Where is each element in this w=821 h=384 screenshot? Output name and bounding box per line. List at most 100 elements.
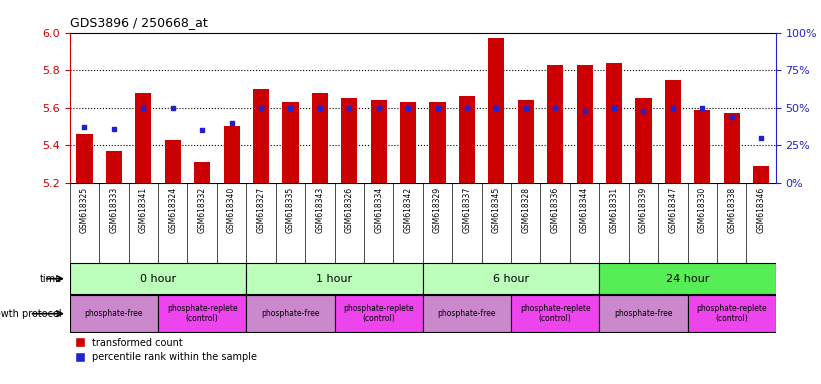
Bar: [370, 100, 387, 183]
Point: [314, 104, 327, 111]
Text: GSM618328: GSM618328: [521, 187, 530, 233]
Text: phosphate-free: phosphate-free: [438, 309, 496, 318]
FancyBboxPatch shape: [158, 295, 246, 332]
Text: phosphate-free: phosphate-free: [614, 309, 672, 318]
Text: GSM618325: GSM618325: [80, 187, 89, 233]
Point: [667, 104, 680, 111]
FancyBboxPatch shape: [688, 295, 776, 332]
Point: [695, 104, 709, 111]
FancyBboxPatch shape: [70, 263, 246, 294]
Text: phosphate-replete
(control): phosphate-replete (control): [343, 304, 414, 323]
Bar: [723, 113, 740, 183]
Text: GSM618332: GSM618332: [198, 187, 207, 233]
FancyBboxPatch shape: [599, 263, 776, 294]
Bar: [312, 93, 328, 183]
Text: GSM618336: GSM618336: [551, 187, 560, 233]
Legend: transformed count, percentile rank within the sample: transformed count, percentile rank withi…: [75, 338, 257, 362]
Point: [342, 104, 355, 111]
Bar: [429, 102, 446, 183]
FancyBboxPatch shape: [246, 295, 335, 332]
Text: GSM618331: GSM618331: [609, 187, 618, 233]
Point: [548, 104, 562, 111]
Point: [225, 119, 238, 126]
Point: [195, 127, 209, 133]
Bar: [342, 98, 357, 183]
FancyBboxPatch shape: [423, 263, 599, 294]
Text: phosphate-free: phosphate-free: [85, 309, 143, 318]
Text: time: time: [39, 274, 62, 284]
Bar: [253, 89, 269, 183]
Bar: [547, 65, 563, 183]
Text: GSM618330: GSM618330: [698, 187, 707, 233]
Text: phosphate-free: phosphate-free: [261, 309, 319, 318]
Bar: [695, 109, 710, 183]
Point: [137, 104, 150, 111]
Bar: [400, 102, 416, 183]
Text: GSM618341: GSM618341: [139, 187, 148, 233]
Bar: [665, 79, 681, 183]
Bar: [753, 166, 769, 183]
Text: 1 hour: 1 hour: [316, 274, 353, 284]
Text: 6 hour: 6 hour: [493, 274, 530, 284]
Bar: [459, 96, 475, 183]
Bar: [223, 126, 240, 183]
Text: GSM618342: GSM618342: [404, 187, 413, 233]
Text: GSM618344: GSM618344: [580, 187, 589, 233]
Point: [490, 104, 503, 111]
Point: [725, 114, 738, 120]
Bar: [76, 134, 93, 183]
Text: GSM618333: GSM618333: [109, 187, 118, 233]
Text: growth protocol: growth protocol: [0, 309, 62, 319]
FancyBboxPatch shape: [511, 295, 599, 332]
Text: GSM618326: GSM618326: [345, 187, 354, 233]
Point: [78, 124, 91, 130]
Text: phosphate-replete
(control): phosphate-replete (control): [696, 304, 767, 323]
Bar: [576, 65, 593, 183]
Text: GSM618339: GSM618339: [639, 187, 648, 233]
Point: [166, 104, 179, 111]
Text: GSM618334: GSM618334: [374, 187, 383, 233]
Text: GSM618345: GSM618345: [492, 187, 501, 233]
Text: 0 hour: 0 hour: [140, 274, 177, 284]
Text: GSM618335: GSM618335: [286, 187, 295, 233]
Point: [401, 104, 415, 111]
FancyBboxPatch shape: [70, 295, 158, 332]
FancyBboxPatch shape: [335, 295, 423, 332]
Point: [608, 104, 621, 111]
Bar: [194, 162, 210, 183]
Point: [372, 104, 385, 111]
Text: GSM618340: GSM618340: [227, 187, 236, 233]
Point: [578, 108, 591, 114]
FancyBboxPatch shape: [599, 295, 688, 332]
Text: GSM618337: GSM618337: [462, 187, 471, 233]
Point: [519, 104, 532, 111]
Point: [754, 135, 768, 141]
Bar: [518, 100, 534, 183]
FancyBboxPatch shape: [423, 295, 511, 332]
Point: [461, 104, 474, 111]
Text: phosphate-replete
(control): phosphate-replete (control): [167, 304, 237, 323]
Point: [637, 108, 650, 114]
Point: [255, 104, 268, 111]
Bar: [635, 98, 652, 183]
Text: GSM618324: GSM618324: [168, 187, 177, 233]
Point: [431, 104, 444, 111]
Text: phosphate-replete
(control): phosphate-replete (control): [520, 304, 590, 323]
Bar: [282, 102, 299, 183]
Point: [108, 126, 121, 132]
Text: GSM618347: GSM618347: [668, 187, 677, 233]
Text: 24 hour: 24 hour: [666, 274, 709, 284]
Bar: [135, 93, 151, 183]
Text: GSM618329: GSM618329: [433, 187, 442, 233]
Text: GSM618327: GSM618327: [256, 187, 265, 233]
Bar: [606, 63, 622, 183]
Text: GSM618346: GSM618346: [757, 187, 766, 233]
Text: GSM618338: GSM618338: [727, 187, 736, 233]
Bar: [488, 38, 504, 183]
Bar: [165, 139, 181, 183]
FancyBboxPatch shape: [246, 263, 423, 294]
Text: GDS3896 / 250668_at: GDS3896 / 250668_at: [70, 16, 208, 29]
Bar: [106, 151, 122, 183]
Point: [284, 104, 297, 111]
Text: GSM618343: GSM618343: [315, 187, 324, 233]
